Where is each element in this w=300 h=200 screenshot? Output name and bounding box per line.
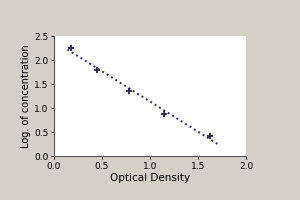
Y-axis label: Log. of concentration: Log. of concentration <box>21 44 31 148</box>
X-axis label: Optical Density: Optical Density <box>110 173 190 183</box>
